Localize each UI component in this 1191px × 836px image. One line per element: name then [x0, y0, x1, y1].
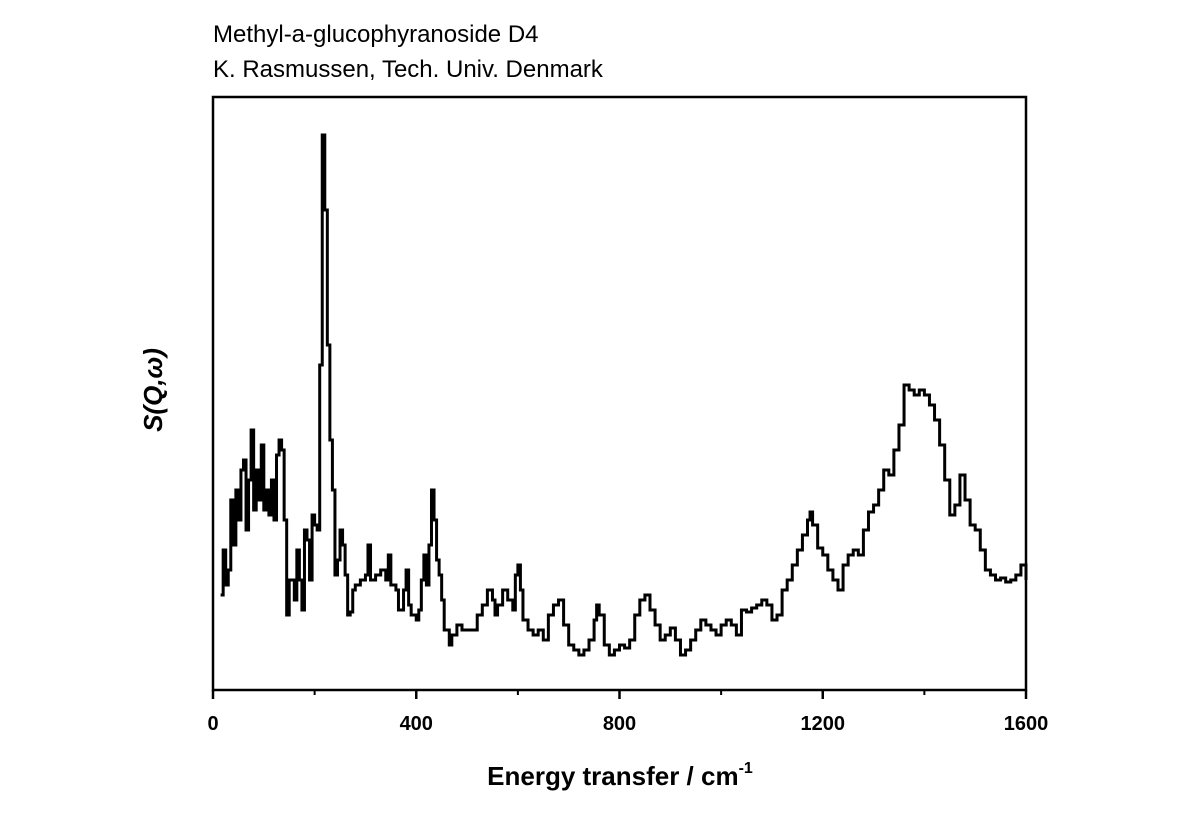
x-tick-label: 1200: [801, 713, 846, 735]
title-line: Methyl-a-glucophyranoside D4: [213, 21, 539, 48]
x-tick-label: 0: [207, 713, 218, 735]
y-axis-label: S(Q,ω): [138, 348, 168, 432]
x-tick-label: 1600: [1004, 713, 1049, 735]
x-tick-label: 400: [400, 713, 433, 735]
x-axis-label-text: Energy transfer / cm: [487, 761, 738, 791]
spectrum-line: [220, 133, 1028, 657]
x-axis-label-superscript: -1: [739, 760, 753, 777]
title-line: K. Rasmussen, Tech. Univ. Denmark: [213, 56, 604, 83]
x-axis-label: Energy transfer / cm-1: [487, 760, 753, 791]
x-tick-label: 800: [603, 713, 636, 735]
